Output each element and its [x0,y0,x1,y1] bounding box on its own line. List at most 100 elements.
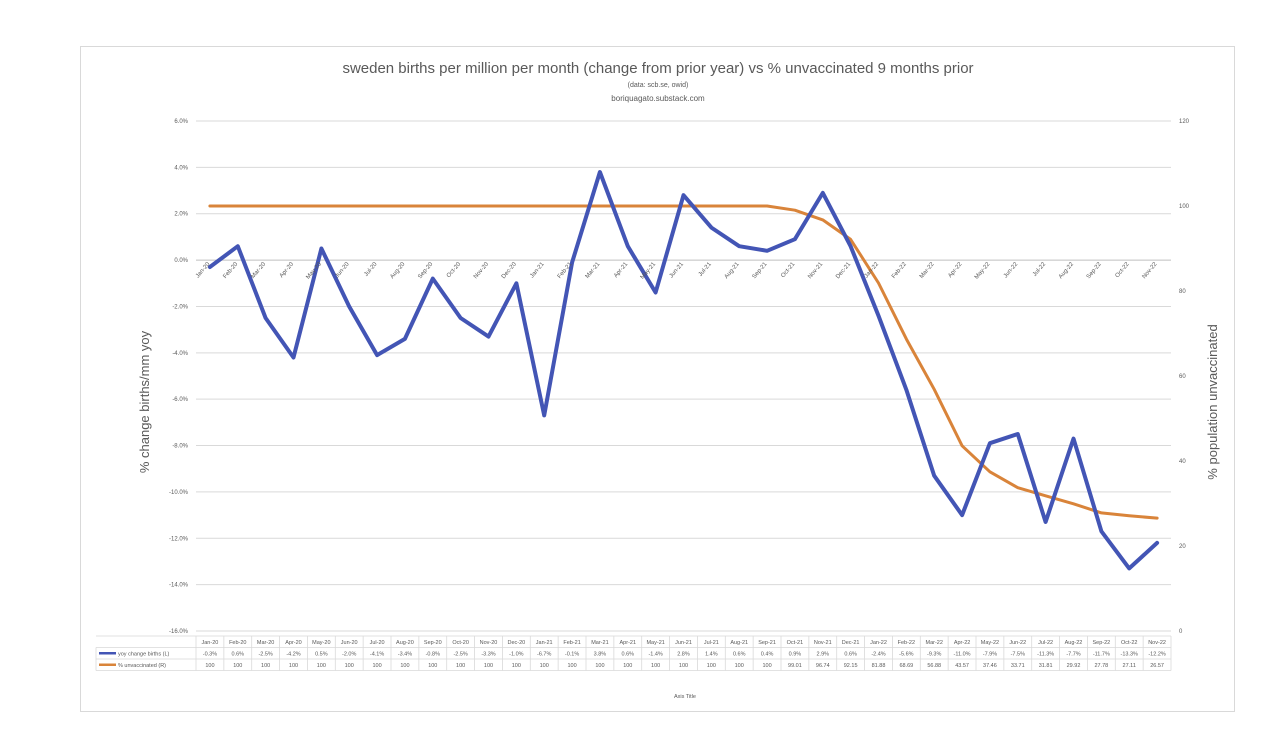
data-point [431,277,434,280]
data-point [738,245,741,247]
data-point [1100,530,1103,533]
table-header-cell: Sep-22 [1092,640,1110,646]
data-point [571,261,573,264]
table-cell: -9.3% [927,652,941,658]
data-point [654,205,657,207]
table-header-cell: Oct-21 [787,640,804,646]
table-cell: 27.11 [1123,663,1136,669]
table-header-cell: Jun-20 [341,640,358,646]
y-right-tick-label: 0 [1179,629,1183,635]
data-point [849,238,852,241]
data-point [905,389,908,391]
data-point [877,314,880,317]
table-cell: 100 [400,663,409,669]
data-point [487,205,490,207]
table-cell: -13.3% [1120,652,1138,658]
table-header-cell: May-21 [646,640,664,646]
data-point [1072,437,1075,440]
data-point [236,245,239,247]
data-point [264,205,267,207]
table-cell: 0.9% [789,652,802,658]
y-right-tick-label: 60 [1179,374,1186,380]
table-header-cell: Dec-21 [842,640,860,646]
data-point [766,205,768,207]
y-left-tick-label: 6.0% [174,119,188,125]
data-point [431,205,434,207]
table-cell: 68.69 [899,663,913,669]
data-point [376,205,378,207]
data-point [794,238,796,241]
table-header-cell: May-20 [312,640,330,646]
data-point [1100,512,1103,514]
data-point [654,291,657,294]
table-cell: 100 [317,663,326,669]
table-cell: -5.6% [899,652,913,658]
data-point [682,194,685,196]
table-header-cell: Feb-21 [563,640,580,646]
chart-title: sweden births per million per month (cha… [342,60,973,77]
x-category-label: Apr-20 [279,261,296,279]
x-category-label: Jan-21 [529,261,546,279]
table-cell: 27.78 [1094,663,1108,669]
data-point [1044,521,1047,523]
data-point [543,414,546,417]
table-cell: -2.4% [871,652,885,658]
data-point [1128,514,1131,517]
data-point [1044,495,1047,497]
data-point [487,335,490,338]
table-header-cell: Aug-22 [1065,640,1083,646]
table-cell: 100 [205,663,214,669]
data-point [961,445,963,447]
x-category-label: Oct-20 [446,261,463,279]
data-point [933,388,936,391]
y-left-tick-label: 0.0% [174,258,188,264]
y-right-tick-label: 80 [1179,289,1186,295]
table-cell: -12.2% [1148,652,1166,658]
y-left-tick-label: -14.0% [169,583,189,589]
x-category-label: Mar-22 [919,261,936,280]
table-cell: 100 [428,663,437,669]
table-cell: 100 [512,663,521,669]
table-header-cell: Sep-21 [758,640,776,646]
x-category-label: Jun-20 [334,261,351,279]
x-category-label: Feb-22 [891,261,908,280]
y-left-tick-label: -16.0% [169,629,189,635]
x-category-label: Jul-22 [1032,261,1048,278]
data-point [515,205,518,207]
x-category-label: Mar-20 [250,261,267,280]
table-header-cell: Apr-20 [285,640,302,646]
table-cell: -1.0% [509,652,523,658]
x-category-label: Jul-21 [698,261,714,278]
y-left-tick-label: -6.0% [172,397,188,403]
table-cell: 100 [679,663,688,669]
data-point [376,354,378,356]
data-point [989,442,991,445]
table-cell: 37.46 [983,663,997,669]
table-cell: 81.88 [872,663,886,669]
table-cell: 0.6% [844,652,857,658]
series-line-births [207,170,1160,571]
data-point [292,356,295,359]
data-point [404,205,406,207]
data-point [933,474,936,477]
x-axis-label: Axis Title [674,694,696,700]
table-cell: 96.74 [816,663,830,669]
x-category-label: Aug-22 [1058,261,1075,280]
y-axis-left-label: % change births/mm yoy [137,330,152,473]
data-point [320,247,323,250]
table-cell: 43.57 [955,663,969,669]
x-category-label: Dec-20 [501,261,518,280]
y-left-tick-label: -2.0% [172,304,188,310]
data-point [961,514,963,516]
x-category-label: Aug-20 [389,261,406,280]
y-right-tick-label: 20 [1179,544,1186,550]
data-point [209,266,211,268]
x-category-label: May-22 [974,261,992,281]
table-header-cell: Nov-22 [1148,640,1166,646]
table-cell: -11.0% [954,652,971,658]
table-cell: 100 [484,663,493,669]
table-cell: -7.7% [1066,652,1080,658]
table-header-cell: Mar-22 [926,640,943,646]
table-cell: -7.9% [983,652,997,658]
data-point [710,205,713,207]
